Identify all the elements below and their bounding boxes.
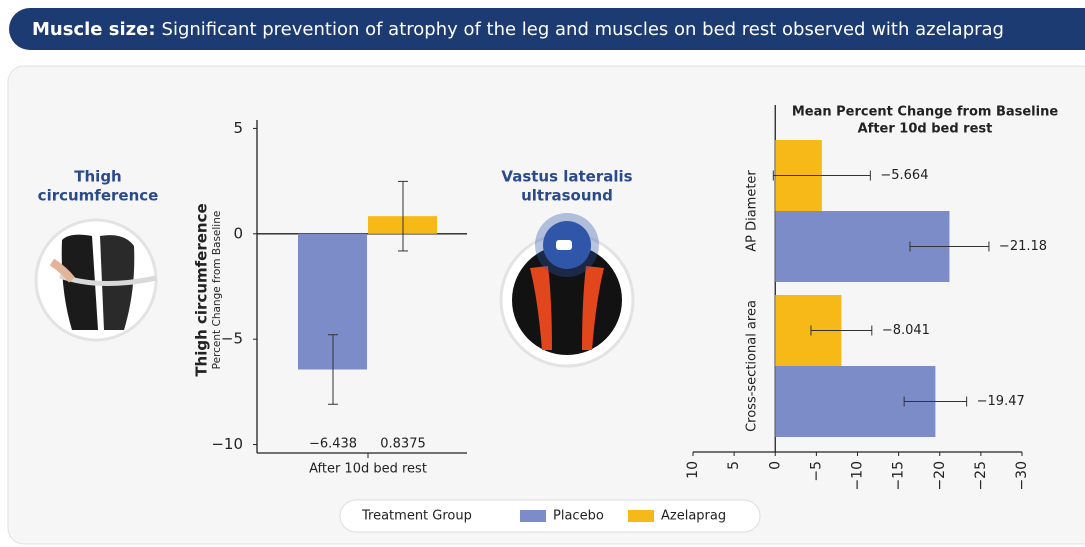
value-label: −8.041 (882, 323, 930, 338)
category-label: Cross-sectional area (745, 300, 760, 432)
value-label: −6.438 (309, 437, 357, 452)
y-tick-label: −5 (221, 330, 243, 348)
y-tick-label: −10 (211, 435, 243, 453)
panel-label: Vastus lateralis (501, 168, 632, 186)
y-tick-label: 0 (233, 224, 243, 242)
y-tick-label: 5 (233, 119, 243, 137)
legend-label: Azelaprag (661, 509, 726, 524)
panel-label: ultrasound (521, 187, 613, 205)
legend-title: Treatment Group (361, 509, 472, 524)
x-tick-label: −10 (850, 461, 866, 491)
thigh-image (36, 220, 156, 340)
legend-label: Placebo (553, 509, 604, 524)
x-tick-label: 0 (767, 461, 783, 470)
value-label: −21.18 (999, 239, 1047, 254)
x-tick-label: −30 (1014, 461, 1030, 491)
legend-swatch (628, 510, 654, 522)
y-axis-title: Thigh circumference (193, 203, 211, 376)
value-label: 0.8375 (380, 437, 426, 452)
legend-swatch (520, 510, 546, 522)
x-tick-label: 5 (726, 461, 742, 470)
x-tick-label: After 10d bed rest (309, 462, 427, 477)
value-label: −19.47 (977, 394, 1025, 409)
x-tick-label: 10 (685, 461, 701, 479)
header-bold: Muscle size: (32, 19, 156, 40)
category-label: AP Diameter (745, 170, 760, 252)
y-axis-subtitle: Percent Change from Baseline (211, 211, 223, 370)
x-tick-label: −20 (932, 461, 948, 491)
panel-label: circumference (38, 187, 159, 205)
chart-title: Mean Percent Change from Baseline (792, 105, 1059, 120)
panel-label: Thigh (74, 168, 121, 186)
x-tick-label: −15 (891, 461, 907, 491)
x-tick-label: −5 (808, 461, 824, 482)
header-rest: Significant prevention of atrophy of the… (162, 19, 1004, 40)
x-tick-label: −25 (973, 461, 989, 491)
header-title: Muscle size: Significant prevention of at… (32, 19, 1004, 40)
slide: Muscle size: Significant prevention of at… (0, 0, 1085, 547)
value-label: −5.664 (880, 168, 928, 183)
chart-title: After 10d bed rest (858, 122, 993, 137)
